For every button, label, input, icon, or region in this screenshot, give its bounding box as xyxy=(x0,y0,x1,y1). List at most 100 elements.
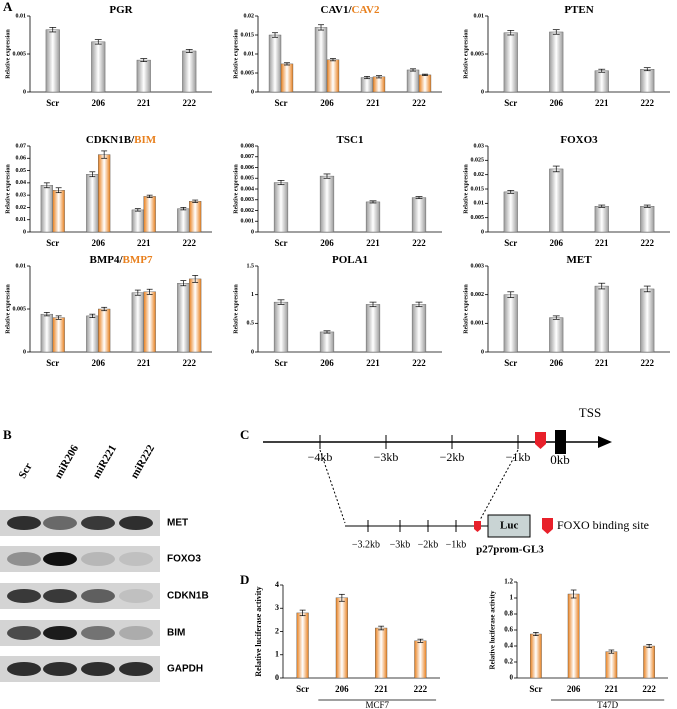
y-tick-label: 0.005 xyxy=(471,51,485,57)
band xyxy=(7,626,41,640)
error-bar xyxy=(101,306,108,312)
row-label: MET xyxy=(167,518,188,529)
y-tick-label: 0.8 xyxy=(504,610,513,618)
y-tick-label: 0.04 xyxy=(16,180,27,186)
y-axis-label: Relative luciferase activity xyxy=(254,586,263,676)
y-tick-label: 0.02 xyxy=(16,205,27,211)
error-bar xyxy=(369,301,377,308)
y-axis-label: Relative expression xyxy=(5,164,11,214)
x-tick-label: 222 xyxy=(641,238,655,248)
y-axis-label: Relative expression xyxy=(233,284,239,334)
band xyxy=(43,552,77,566)
luc-box xyxy=(487,514,531,538)
error-bar xyxy=(375,75,382,79)
title-part: FOXO3 xyxy=(560,134,598,146)
bar xyxy=(549,168,564,233)
y-tick-label: 0.2 xyxy=(504,658,513,666)
error-bar xyxy=(643,204,651,208)
error-bar xyxy=(43,312,50,317)
error-bar xyxy=(552,29,560,35)
error-bar xyxy=(146,288,153,295)
y-tick-label: 0.05 xyxy=(16,168,27,174)
bar xyxy=(177,208,190,233)
bar xyxy=(52,190,65,233)
error-bar xyxy=(89,171,96,178)
bar xyxy=(360,77,374,93)
blot-strip xyxy=(0,546,160,572)
band xyxy=(81,516,115,530)
chart-title: FOXO3 xyxy=(560,134,598,146)
band xyxy=(81,589,115,603)
y-tick-label: 2 xyxy=(275,626,279,635)
band xyxy=(119,552,153,566)
y-tick-label: 0.01 xyxy=(16,13,27,19)
title-part: CAV1/ xyxy=(321,4,353,16)
error-bar xyxy=(140,58,148,62)
bar xyxy=(594,285,609,353)
bar xyxy=(406,69,420,93)
error-bar xyxy=(608,649,615,654)
y-tick-label: 0.01 xyxy=(16,217,27,223)
chart-title: BMP4/BMP7 xyxy=(90,254,153,266)
error-bar xyxy=(421,73,428,77)
x-tick-label: Scr xyxy=(529,684,542,694)
x-tick-label: 221 xyxy=(374,684,388,694)
error-bar xyxy=(410,68,417,72)
band xyxy=(119,662,153,676)
x-tick-label: 221 xyxy=(366,238,380,248)
y-tick-label: 0 xyxy=(23,349,26,355)
bar xyxy=(143,196,156,233)
bar xyxy=(372,76,386,93)
y-tick-label: 0.005 xyxy=(13,306,27,312)
bar xyxy=(503,32,518,93)
title-part: PTEN xyxy=(564,4,593,16)
tick-label: −3.2kb xyxy=(352,539,380,550)
x-tick-label: 206 xyxy=(335,684,349,694)
title-part: PGR xyxy=(109,4,133,16)
y-tick-label: 0.07 xyxy=(16,143,27,149)
error-bar xyxy=(49,27,57,33)
bar xyxy=(640,205,655,233)
error-bar xyxy=(323,173,331,179)
tick-label: −1kb xyxy=(446,539,467,550)
y-tick-label: 0.015 xyxy=(241,32,255,38)
y-tick-label: 0.001 xyxy=(471,321,485,327)
x-tick-label: 206 xyxy=(92,358,106,368)
y-axis-label: Relative expression xyxy=(5,29,11,79)
error-bar xyxy=(89,313,96,318)
y-tick-label: 3 xyxy=(275,603,279,612)
tick-label: −3kb xyxy=(374,450,399,464)
error-bar xyxy=(55,315,62,320)
x-tick-label: 206 xyxy=(92,98,106,108)
y-tick-label: 0.4 xyxy=(504,642,513,650)
x-tick-label: 221 xyxy=(605,684,619,694)
western-blot: Scr miR206 miR221 miR222 MET FOXO3 CDKN1B BIM GA… xyxy=(0,443,209,682)
error-bar xyxy=(552,165,560,173)
bar xyxy=(530,633,542,679)
panel-label: D xyxy=(240,572,249,587)
exon xyxy=(555,430,566,454)
x-tick-label: 222 xyxy=(183,238,197,248)
title-part: CDKN1B/ xyxy=(86,134,135,146)
bar xyxy=(143,291,156,353)
error-bar xyxy=(378,625,385,631)
tick-label: −3kb xyxy=(390,539,411,550)
error-bar xyxy=(415,301,423,308)
bar xyxy=(189,278,202,353)
x-tick-label: 222 xyxy=(412,358,426,368)
y-tick-label: 0 xyxy=(275,673,279,682)
band xyxy=(7,662,41,676)
y-tick-label: 1 xyxy=(251,292,254,298)
y-tick-label: 0.06 xyxy=(16,156,27,162)
bar xyxy=(549,317,564,353)
x-tick-label: 206 xyxy=(320,98,334,108)
bar xyxy=(189,201,202,233)
error-bar xyxy=(364,76,371,80)
x-tick-label: 221 xyxy=(595,358,609,368)
promoter-diagram: −4kb −3kb −2kb −1kb TSS 0kb −3.2kb −3kb … xyxy=(263,405,649,556)
error-bar xyxy=(533,632,539,636)
error-bar xyxy=(507,291,515,298)
error-bar xyxy=(323,330,331,334)
bar xyxy=(503,191,518,233)
error-bar xyxy=(338,593,345,602)
